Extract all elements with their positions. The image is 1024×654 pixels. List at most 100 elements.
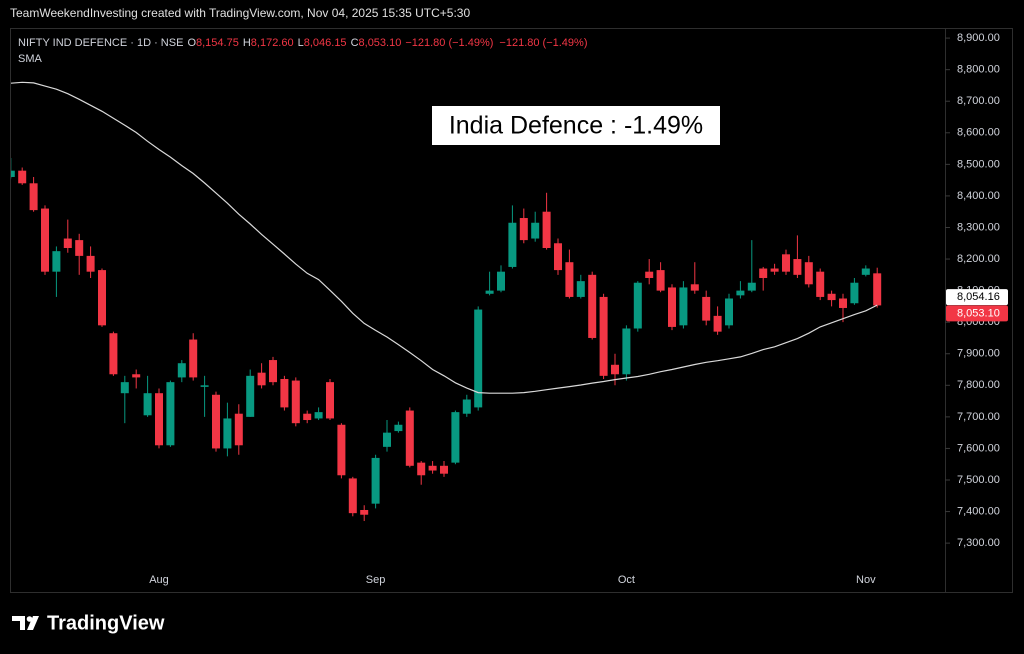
candle-body: [804, 262, 813, 285]
candle-body: [303, 413, 312, 421]
price-label: 8,053.10: [957, 307, 1000, 319]
candle-body: [75, 240, 84, 256]
price-label: 8,054.16: [957, 291, 1000, 303]
candle-body: [326, 382, 334, 419]
candle-body: [189, 339, 198, 378]
y-tick-label: 7,400.00: [957, 505, 1000, 517]
ohlc-value: 8,053.10: [359, 37, 402, 49]
candle-body: [725, 298, 733, 326]
y-tick-label: 7,600.00: [957, 442, 1000, 454]
candle-body: [337, 424, 346, 476]
candle-body: [360, 509, 369, 515]
candle-body: [736, 290, 745, 296]
ohlc-key: C: [351, 37, 359, 49]
candle-body: [793, 259, 802, 275]
candle-body: [98, 270, 106, 326]
candle-body: [474, 309, 483, 408]
candle-body: [759, 268, 768, 278]
candle-body: [405, 410, 414, 466]
y-tick-label: 7,500.00: [957, 474, 1000, 486]
candle-body: [462, 399, 471, 414]
candle-body: [29, 183, 38, 211]
candle-body: [269, 360, 277, 383]
candle-body: [508, 222, 517, 267]
candle-body: [576, 281, 585, 297]
candle-body: [394, 424, 403, 432]
candle-body: [246, 375, 255, 417]
ohlc-value: 8,154.75: [196, 37, 239, 49]
candle-body: [622, 328, 631, 375]
candle-body: [702, 296, 711, 321]
candle-body: [212, 394, 220, 449]
candle-body: [371, 457, 380, 504]
plot-area: [11, 81, 882, 522]
candle-body: [497, 271, 505, 291]
candle-body: [155, 393, 163, 446]
annotation-box: [432, 106, 720, 145]
candle-body: [679, 287, 688, 326]
candle-body: [542, 211, 551, 249]
candle-body: [120, 382, 129, 394]
ohlc-key: O: [187, 37, 196, 49]
change: −121.80 (−1.49%): [405, 37, 493, 49]
candle-body: [451, 412, 460, 463]
candle-body: [109, 333, 118, 375]
candle-body: [656, 270, 665, 291]
candle-body: [839, 298, 847, 308]
candle-body: [428, 465, 437, 471]
header-text: TeamWeekendInvesting created with Tradin…: [10, 6, 470, 20]
candle-body: [861, 268, 870, 275]
candle-body: [257, 372, 266, 386]
y-tick-label: 8,200.00: [957, 253, 1000, 265]
candle-body: [873, 273, 882, 306]
sma-line: [11, 81, 878, 394]
candle-body: [531, 222, 540, 239]
y-tick-label: 7,900.00: [957, 348, 1000, 360]
symbol: NIFTY IND DEFENCE · 1D · NSE: [18, 37, 183, 49]
candle-body: [713, 315, 722, 332]
candle-body: [11, 170, 15, 177]
candle-body: [52, 251, 61, 272]
candle-body: [816, 271, 825, 297]
candle-body: [440, 465, 448, 474]
ohlc-key: L: [298, 37, 304, 49]
candle-body: [485, 290, 494, 294]
x-tick-label: Oct: [618, 574, 635, 586]
candle-body: [633, 282, 642, 329]
candle-body: [86, 255, 95, 272]
y-tick-label: 7,300.00: [957, 537, 1000, 549]
candle-body: [770, 268, 779, 272]
candle-body: [18, 170, 27, 184]
candle-body: [348, 478, 357, 514]
candle-body: [177, 363, 186, 378]
candle-body: [223, 418, 232, 449]
candle-body: [234, 413, 243, 446]
candle-body: [132, 374, 141, 378]
candle-body: [668, 287, 676, 327]
candle-body: [611, 364, 619, 375]
candle-body: [565, 262, 574, 297]
candle-body: [200, 385, 209, 387]
x-tick-label: Nov: [856, 574, 876, 586]
y-tick-label: 8,700.00: [957, 95, 1000, 107]
candle-body: [383, 432, 391, 447]
tradingview-logo-icon: [12, 616, 39, 630]
candle-body: [850, 282, 859, 304]
price-label-box: [946, 305, 1008, 322]
change: −121.80 (−1.49%): [499, 37, 587, 49]
tradingview-logo: TradingView: [47, 612, 165, 634]
candle-body: [690, 284, 699, 291]
ohlc-value: 8,172.60: [251, 37, 294, 49]
candle-body: [41, 208, 49, 272]
candle-body: [314, 412, 323, 419]
y-tick-label: 8,400.00: [957, 190, 1000, 202]
ohlc-key: H: [243, 37, 251, 49]
x-tick-label: Aug: [149, 574, 169, 586]
x-tick-label: Sep: [366, 574, 386, 586]
y-tick-label: 8,600.00: [957, 127, 1000, 139]
candle-body: [554, 243, 562, 271]
ohlc-value: 8,046.15: [304, 37, 347, 49]
y-tick-label: 8,800.00: [957, 64, 1000, 76]
